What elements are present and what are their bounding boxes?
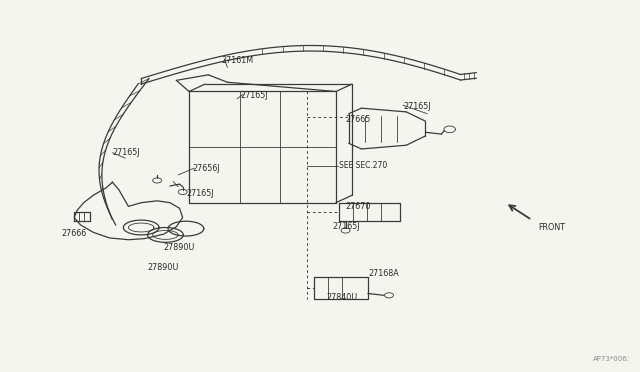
Text: 27165J: 27165J [333, 222, 360, 231]
Text: AP73*006:: AP73*006: [593, 356, 630, 362]
Text: 27165J: 27165J [113, 148, 140, 157]
Text: 27665: 27665 [346, 115, 371, 124]
Text: 27666: 27666 [61, 228, 86, 238]
Text: 27656J: 27656J [192, 164, 220, 173]
Text: SEE SEC.270: SEE SEC.270 [339, 161, 387, 170]
Text: 27168A: 27168A [368, 269, 399, 278]
Text: 27161M: 27161M [221, 56, 253, 65]
Text: 27890U: 27890U [148, 263, 179, 272]
Text: 27890U: 27890U [164, 243, 195, 251]
Text: 27670: 27670 [346, 202, 371, 211]
Text: FRONT: FRONT [538, 223, 565, 232]
Text: 27165J: 27165J [186, 189, 214, 198]
Text: 27165J: 27165J [240, 91, 268, 100]
Text: 27165J: 27165J [403, 102, 431, 111]
Text: 27840U: 27840U [326, 293, 358, 302]
